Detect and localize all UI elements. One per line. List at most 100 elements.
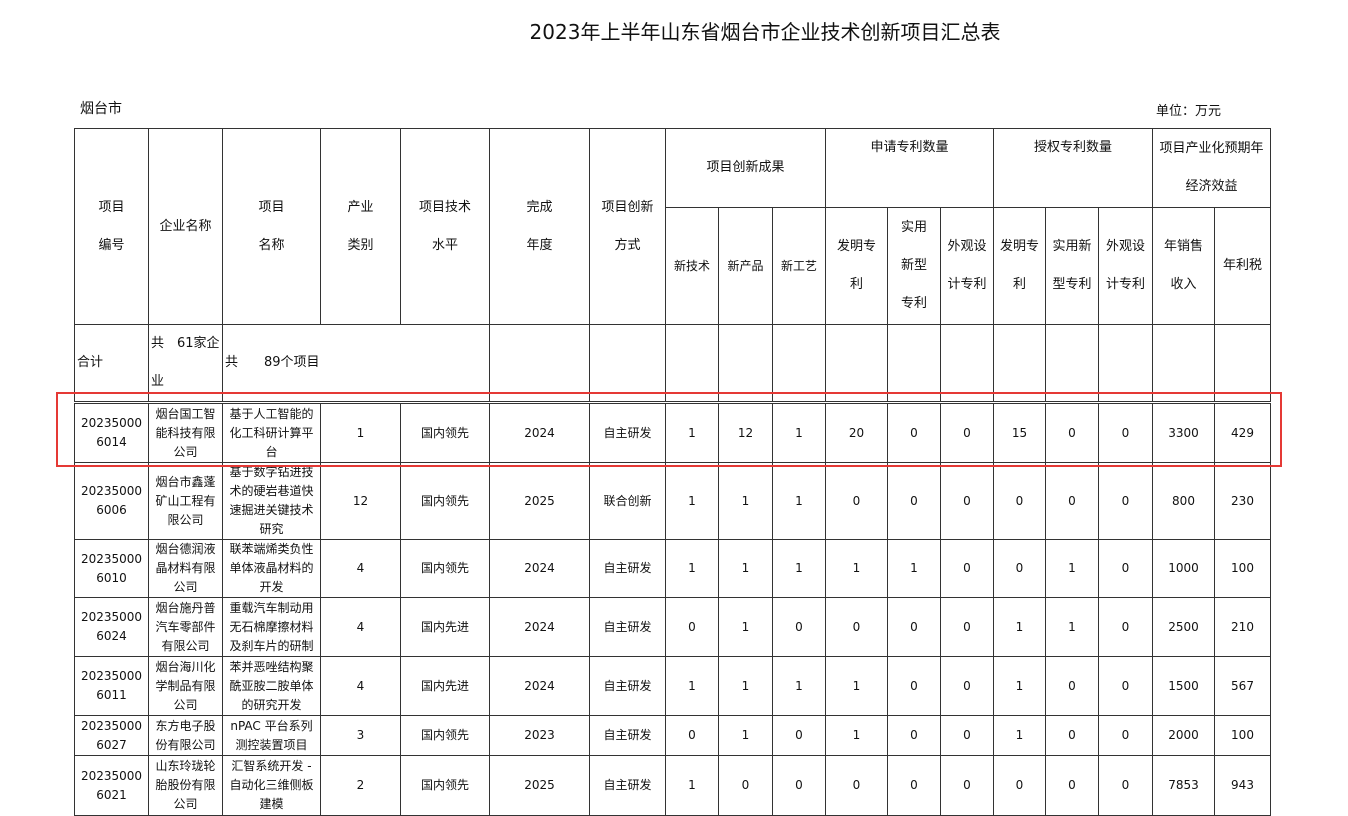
innovation-mode: 自主研发 bbox=[589, 539, 666, 598]
annual-tax: 567 bbox=[1213, 656, 1272, 716]
project-name: 汇智系统开发 - 自动化三维侧板建模 bbox=[222, 755, 321, 816]
company-name: 烟台国工智能科技有限公司 bbox=[148, 401, 223, 463]
new-tech: 1 bbox=[665, 462, 719, 540]
annual-sales: 1000 bbox=[1152, 539, 1215, 598]
new-tech: 1 bbox=[665, 656, 719, 716]
applied-utility: 1 bbox=[887, 539, 941, 598]
unit-label: 单位：万元 bbox=[1156, 104, 1222, 119]
innovation-mode: 联合创新 bbox=[589, 462, 666, 540]
project-name: nPAC 平台系列测控装置项目 bbox=[222, 715, 321, 756]
granted-invention: 0 bbox=[993, 462, 1046, 540]
company-name: 烟台德润液晶材料有限公司 bbox=[148, 539, 223, 598]
table-row: 202350006014 烟台国工智能科技有限公司 基于人工智能的化工科研计算平台 1… bbox=[74, 401, 1272, 463]
applied-invention: 1 bbox=[825, 715, 888, 756]
header-mode: 项目创新方式 bbox=[589, 128, 666, 325]
new-tech: 1 bbox=[665, 401, 719, 463]
total-label: 合计 bbox=[74, 324, 149, 403]
new-product: 12 bbox=[718, 401, 773, 463]
project-id: 202350006021 bbox=[74, 755, 149, 816]
tech-level: 国内领先 bbox=[400, 715, 490, 756]
table-row: 202350006024 烟台施丹普汽车零部件有限公司 重载汽车制动用无石棉摩擦材料… bbox=[74, 597, 1272, 657]
header-company: 企业名称 bbox=[148, 128, 223, 325]
header-applied-design: 外观设计专利 bbox=[940, 207, 994, 325]
company-name: 烟台市鑫蓬矿山工程有限公司 bbox=[148, 462, 223, 540]
applied-invention: 20 bbox=[825, 401, 888, 463]
new-process: 1 bbox=[772, 401, 826, 463]
completion-year: 2024 bbox=[489, 597, 590, 657]
new-product: 1 bbox=[718, 656, 773, 716]
table-row: 202350006011 烟台海川化学制品有限公司 苯并恶唑结构聚酰亚胺二胺单体的研… bbox=[74, 656, 1272, 716]
annual-tax: 100 bbox=[1213, 715, 1272, 756]
header-applied-utility: 实用新型专利 bbox=[887, 207, 941, 325]
table-row: 202350006006 烟台市鑫蓬矿山工程有限公司 基于数字钻进技术的硬岩巷道快速… bbox=[74, 462, 1272, 540]
granted-invention: 1 bbox=[993, 715, 1046, 756]
annual-sales: 7853 bbox=[1152, 755, 1215, 816]
annual-tax: 429 bbox=[1213, 401, 1272, 463]
applied-design: 0 bbox=[940, 656, 994, 716]
total-row: 合计 共 61家企业 共 89个项目 bbox=[74, 324, 1272, 403]
new-product: 1 bbox=[718, 539, 773, 598]
project-id: 202350006010 bbox=[74, 539, 149, 598]
applied-invention: 0 bbox=[825, 755, 888, 816]
new-product: 1 bbox=[718, 597, 773, 657]
applied-invention: 0 bbox=[825, 597, 888, 657]
completion-year: 2025 bbox=[489, 462, 590, 540]
header-granted: 授权专利数量 bbox=[993, 128, 1153, 208]
completion-year: 2024 bbox=[489, 656, 590, 716]
project-id: 202350006014 bbox=[74, 401, 149, 463]
project-id: 202350006027 bbox=[74, 715, 149, 756]
project-name: 重载汽车制动用无石棉摩擦材料及刹车片的研制 bbox=[222, 597, 321, 657]
new-process: 1 bbox=[772, 656, 826, 716]
header-tech-level: 项目技术水平 bbox=[400, 128, 490, 325]
total-projects: 共 89个项目 bbox=[222, 324, 401, 403]
innovation-mode: 自主研发 bbox=[589, 715, 666, 756]
granted-design: 0 bbox=[1098, 462, 1153, 540]
tech-level: 国内领先 bbox=[400, 401, 490, 463]
granted-utility: 0 bbox=[1045, 755, 1099, 816]
granted-invention: 0 bbox=[993, 539, 1046, 598]
new-tech: 1 bbox=[665, 539, 719, 598]
project-name: 苯并恶唑结构聚酰亚胺二胺单体的研究开发 bbox=[222, 656, 321, 716]
project-id: 202350006011 bbox=[74, 656, 149, 716]
applied-utility: 0 bbox=[887, 715, 941, 756]
applied-design: 0 bbox=[940, 597, 994, 657]
applied-utility: 0 bbox=[887, 597, 941, 657]
header-new-tech: 新技术 bbox=[665, 207, 719, 325]
header-benefit: 项目产业化预期年经济效益 bbox=[1151, 128, 1272, 208]
applied-utility: 0 bbox=[887, 755, 941, 816]
annual-tax: 230 bbox=[1213, 462, 1272, 540]
innovation-mode: 自主研发 bbox=[589, 597, 666, 657]
granted-utility: 0 bbox=[1045, 656, 1099, 716]
applied-utility: 0 bbox=[887, 401, 941, 463]
new-product: 1 bbox=[718, 715, 773, 756]
header-year: 完成年度 bbox=[489, 128, 590, 325]
new-tech: 0 bbox=[665, 597, 719, 657]
granted-design: 0 bbox=[1098, 401, 1153, 463]
granted-utility: 1 bbox=[1045, 539, 1099, 598]
industry: 1 bbox=[320, 401, 401, 463]
applied-utility: 0 bbox=[887, 656, 941, 716]
table-row: 202350006010 烟台德润液晶材料有限公司 联苯端烯类负性单体液晶材料的开发… bbox=[74, 539, 1272, 598]
industry: 4 bbox=[320, 656, 401, 716]
applied-utility: 0 bbox=[887, 462, 941, 540]
header-applied: 申请专利数量 bbox=[825, 128, 994, 208]
header-sales: 年销售收入 bbox=[1152, 207, 1215, 325]
header-id: 项目编号 bbox=[74, 128, 149, 325]
annual-sales: 3300 bbox=[1152, 401, 1215, 463]
header-granted-utility: 实用新型专利 bbox=[1045, 207, 1099, 325]
project-id: 202350006006 bbox=[74, 462, 149, 540]
annual-sales: 1500 bbox=[1152, 656, 1215, 716]
applied-invention: 0 bbox=[825, 462, 888, 540]
annual-tax: 100 bbox=[1213, 539, 1272, 598]
header-tax: 年利税 bbox=[1213, 207, 1272, 325]
applied-design: 0 bbox=[940, 462, 994, 540]
granted-utility: 0 bbox=[1045, 401, 1099, 463]
completion-year: 2023 bbox=[489, 715, 590, 756]
header-results: 项目创新成果 bbox=[665, 128, 826, 208]
project-name: 联苯端烯类负性单体液晶材料的开发 bbox=[222, 539, 321, 598]
tech-level: 国内领先 bbox=[400, 539, 490, 598]
granted-design: 0 bbox=[1098, 539, 1153, 598]
granted-design: 0 bbox=[1098, 755, 1153, 816]
company-name: 东方电子股份有限公司 bbox=[148, 715, 223, 756]
applied-design: 0 bbox=[940, 401, 994, 463]
